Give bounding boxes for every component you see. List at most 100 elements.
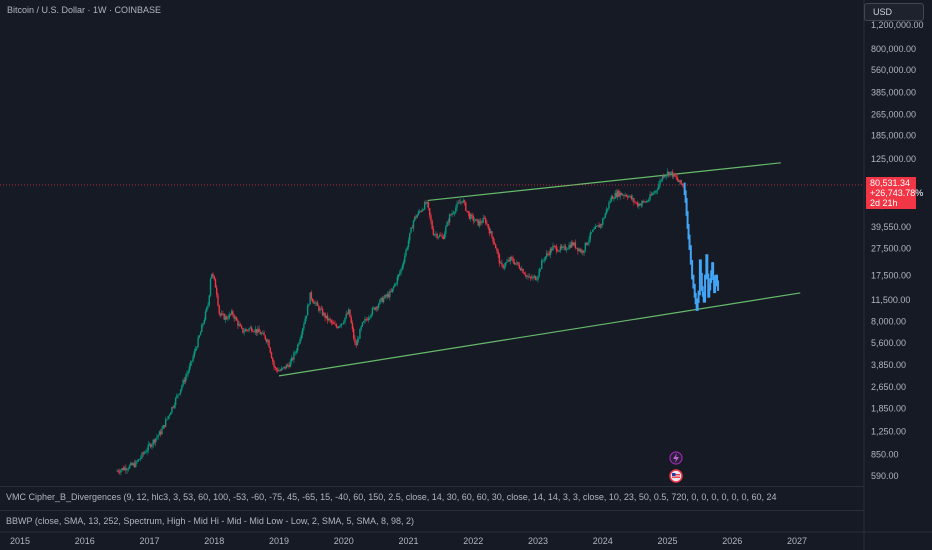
flag-event-icon[interactable] (669, 469, 683, 483)
candle-body (475, 219, 477, 221)
x-tick-label: 2017 (139, 536, 159, 546)
candle-body (323, 313, 325, 316)
candle-body (679, 180, 681, 183)
candle-body (397, 274, 400, 278)
candle-body (303, 324, 305, 329)
candle-body (298, 343, 300, 345)
candle-body (508, 259, 511, 262)
candle-body (228, 314, 230, 319)
candle-body (594, 226, 596, 229)
candle-body (196, 347, 198, 349)
candle-body (681, 183, 684, 185)
candle-body (319, 308, 321, 311)
y-tick-label: 27,500.00 (871, 244, 911, 254)
candle-body (344, 317, 346, 323)
candle-body (305, 315, 308, 319)
candle-body (178, 393, 181, 395)
candle-body (338, 326, 340, 328)
candle-body (167, 416, 169, 419)
candle-body (311, 298, 314, 302)
candle-body (649, 194, 651, 200)
candle-body (619, 192, 621, 197)
projection-bar (686, 211, 689, 229)
candle-body (509, 256, 512, 262)
candle-body (163, 425, 166, 427)
bbwp-indicator[interactable]: BBWP (close, SMA, 13, 252, Spectrum, Hig… (0, 510, 864, 530)
candle-body (126, 469, 128, 471)
vmc-cipher-indicator[interactable]: VMC Cipher_B_Divergences (9, 12, hlc3, 3… (0, 486, 864, 506)
candle-body (538, 269, 540, 276)
candle-body (527, 275, 529, 277)
candle-body (122, 468, 125, 471)
candle-body (409, 232, 411, 241)
y-tick-label: 385,000.00 (871, 87, 916, 97)
candle-body (131, 463, 133, 466)
candle-body (389, 291, 391, 298)
candle-body (313, 301, 315, 304)
candle-body (204, 311, 207, 320)
candle-body (554, 245, 557, 247)
candle-body (310, 292, 313, 299)
candle-body (169, 412, 172, 415)
candle-body (440, 235, 442, 236)
candle-body (574, 242, 577, 249)
candle-body (248, 328, 250, 331)
candle-body (628, 196, 630, 198)
candle-body (127, 468, 130, 470)
candle-body (578, 249, 580, 251)
channel-upper-line (427, 162, 781, 202)
candle-body (156, 436, 158, 439)
candle-body (458, 202, 461, 204)
candle-body (543, 259, 545, 261)
candle-body (222, 313, 224, 315)
candle-body (291, 358, 294, 360)
candle-body (125, 467, 127, 471)
candle-body (660, 180, 662, 182)
candle-body (610, 196, 613, 202)
y-tick-label: 185,000.00 (871, 131, 916, 141)
projection-bar (700, 272, 703, 291)
candle-body (572, 242, 574, 246)
candle-body (483, 218, 486, 219)
x-tick-label: 2018 (204, 536, 224, 546)
candle-body (482, 218, 484, 223)
currency-button[interactable]: USD (864, 3, 924, 21)
candle-body (191, 361, 193, 363)
bar-countdown: 2d 21h (870, 198, 898, 208)
candle-body (116, 470, 118, 472)
candle-body (621, 194, 624, 196)
candle-body (184, 376, 187, 382)
candle-body (565, 249, 568, 251)
candle-body (377, 304, 380, 308)
y-tick-label: 39,550.00 (871, 222, 911, 232)
candle-body (306, 305, 309, 316)
candle-body (152, 439, 154, 445)
candle-body (260, 333, 263, 335)
candle-body (415, 216, 417, 218)
candle-body (493, 242, 496, 245)
candle-body (410, 227, 412, 233)
lightning-event-icon[interactable] (669, 451, 683, 465)
candle-body (634, 202, 636, 203)
candle-body (536, 279, 538, 281)
candle-body (223, 313, 225, 320)
candle-body (325, 315, 328, 318)
candle-body (379, 299, 381, 305)
candle-body (361, 322, 364, 327)
candle-body (259, 331, 262, 335)
candle-body (607, 208, 609, 210)
candle-body (674, 173, 676, 177)
candle-body (453, 212, 456, 214)
candle-body (661, 175, 664, 181)
candle-body (486, 223, 488, 225)
candle-body (365, 319, 367, 320)
candle-body (233, 315, 235, 319)
candle-body (447, 221, 450, 223)
candle-body (279, 370, 281, 372)
candle-body (132, 463, 135, 466)
candle-body (242, 328, 244, 333)
candle-body (162, 425, 164, 429)
candle-body (588, 239, 590, 243)
y-tick-label: 1,850.00 (871, 403, 906, 413)
